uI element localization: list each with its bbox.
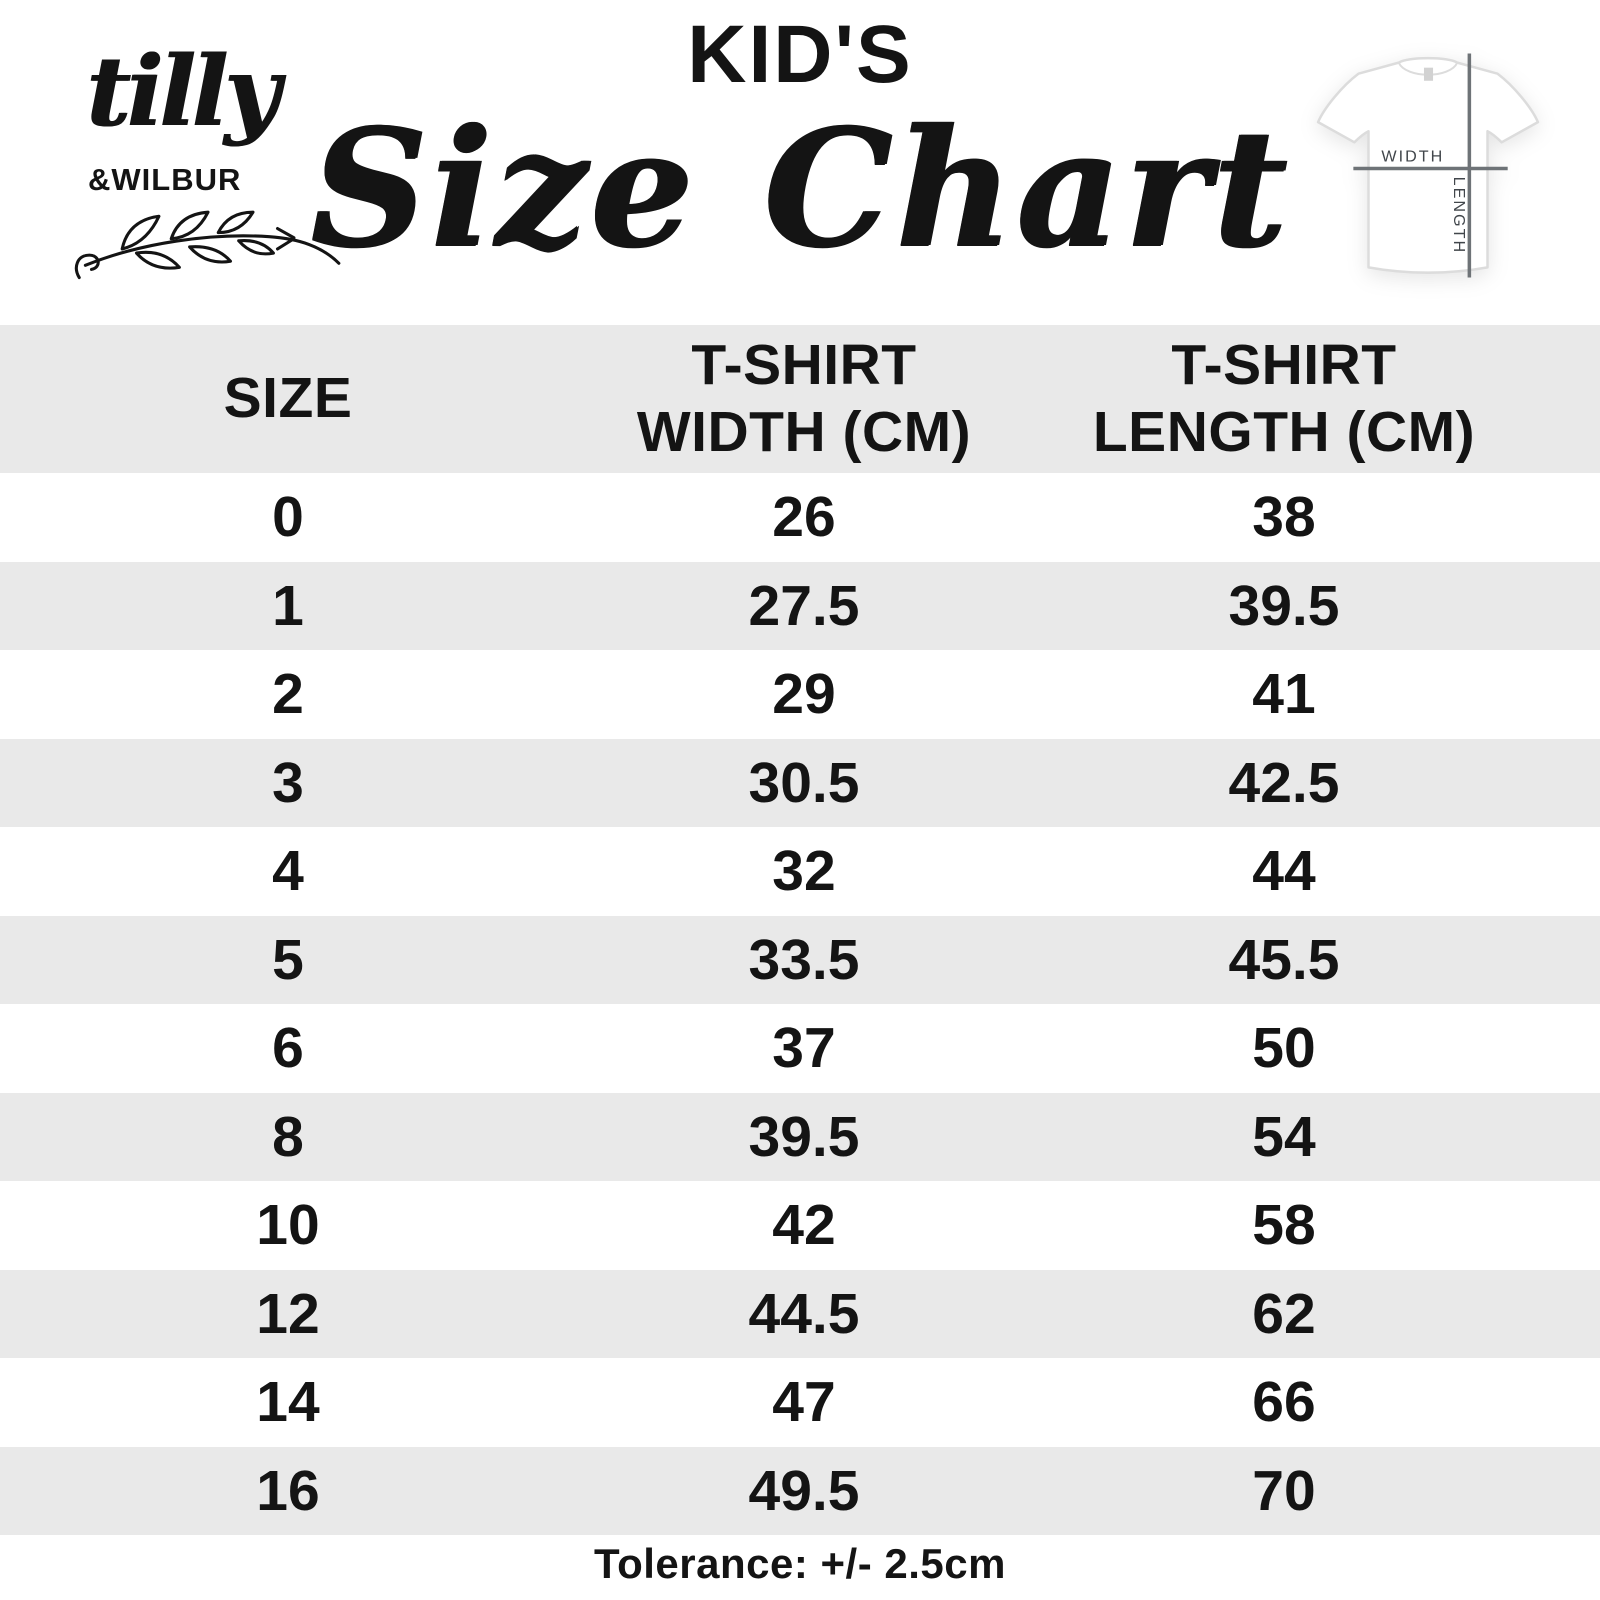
- length-cell: 38: [1252, 485, 1316, 550]
- width-cell: 49.5: [748, 1458, 860, 1523]
- length-cell: 50: [1252, 1016, 1316, 1081]
- length-cell: 66: [1252, 1370, 1316, 1435]
- width-cell: 42: [772, 1193, 836, 1258]
- brand-name-script: tilly: [86, 35, 280, 148]
- branch-stem: [83, 234, 341, 267]
- table-row: 8 39.5 54: [0, 1092, 1600, 1181]
- chart-title: Size Chart: [310, 94, 1290, 284]
- column-header-length: T-SHIRT LENGTH (CM): [1092, 332, 1476, 464]
- size-cell: 14: [256, 1370, 320, 1435]
- laurel-branch-icon: [74, 210, 341, 280]
- size-cell: 4: [272, 839, 304, 904]
- size-cell: 8: [272, 1104, 304, 1169]
- length-cell: 45.5: [1228, 927, 1340, 992]
- tshirt-length-label: LENGTH: [1450, 177, 1468, 255]
- table-header-row: SIZE T-SHIRT WIDTH (CM) T-SHIRT LENGTH (…: [0, 325, 1600, 473]
- length-cell: 41: [1252, 662, 1316, 727]
- table-row: 1 27.5 39.5: [0, 561, 1600, 650]
- width-cell: 26: [772, 485, 836, 550]
- size-cell: 6: [272, 1016, 304, 1081]
- length-cell: 62: [1252, 1281, 1316, 1346]
- table-body: 0 26 38 1 27.5 39.5 2 29 41 3 30.5 42.5 4 32 44 5 33.5 45…: [0, 473, 1600, 1535]
- table-row: 2 29 41: [0, 650, 1600, 739]
- width-cell: 27.5: [748, 573, 860, 638]
- table-row: 14 47 66: [0, 1358, 1600, 1447]
- width-cell: 39.5: [748, 1104, 860, 1169]
- width-cell: 30.5: [748, 750, 860, 815]
- size-cell: 5: [272, 927, 304, 992]
- table-row: 0 26 38: [0, 473, 1600, 562]
- column-header-size: SIZE: [223, 366, 353, 431]
- length-cell: 44: [1252, 839, 1316, 904]
- size-cell: 16: [256, 1458, 320, 1523]
- table-row: 16 49.5 70: [0, 1446, 1600, 1535]
- size-cell: 2: [272, 662, 304, 727]
- branch-curl: [74, 253, 100, 280]
- length-cell: 58: [1252, 1193, 1316, 1258]
- column-header-width: T-SHIRT WIDTH (CM): [636, 332, 972, 464]
- table-row: 12 44.5 62: [0, 1269, 1600, 1358]
- width-cell: 33.5: [748, 927, 860, 992]
- brand-name-caps: &WILBUR: [88, 162, 242, 197]
- length-cell: 39.5: [1228, 573, 1340, 638]
- length-cell: 42.5: [1228, 750, 1340, 815]
- length-cell: 70: [1252, 1458, 1316, 1523]
- tshirt-neck-tag: [1423, 67, 1434, 81]
- size-cell: 12: [256, 1281, 320, 1346]
- tshirt-shape: [1316, 56, 1540, 274]
- size-cell: 0: [272, 485, 304, 550]
- width-cell: 44.5: [748, 1281, 860, 1346]
- table-row: 4 32 44: [0, 827, 1600, 916]
- width-cell: 47: [772, 1370, 836, 1435]
- tshirt-measurement-diagram: WIDTH LENGTH: [1316, 53, 1540, 278]
- chart-kicker: KID'S: [687, 9, 913, 100]
- size-cell: 3: [272, 750, 304, 815]
- table-row: 5 33.5 45.5: [0, 915, 1600, 1004]
- tshirt-width-label: WIDTH: [1381, 147, 1444, 165]
- size-table: SIZE T-SHIRT WIDTH (CM) T-SHIRT LENGTH (…: [0, 325, 1600, 1535]
- tolerance-note: Tolerance: +/- 2.5cm: [594, 1540, 1006, 1587]
- size-cell: 10: [256, 1193, 320, 1258]
- table-row: 10 42 58: [0, 1181, 1600, 1270]
- width-cell: 37: [772, 1016, 836, 1081]
- table-row: 6 37 50: [0, 1004, 1600, 1093]
- width-cell: 32: [772, 839, 836, 904]
- length-cell: 54: [1252, 1104, 1316, 1169]
- width-cell: 29: [772, 662, 836, 727]
- size-cell: 1: [272, 573, 304, 638]
- table-row: 3 30.5 42.5: [0, 738, 1600, 827]
